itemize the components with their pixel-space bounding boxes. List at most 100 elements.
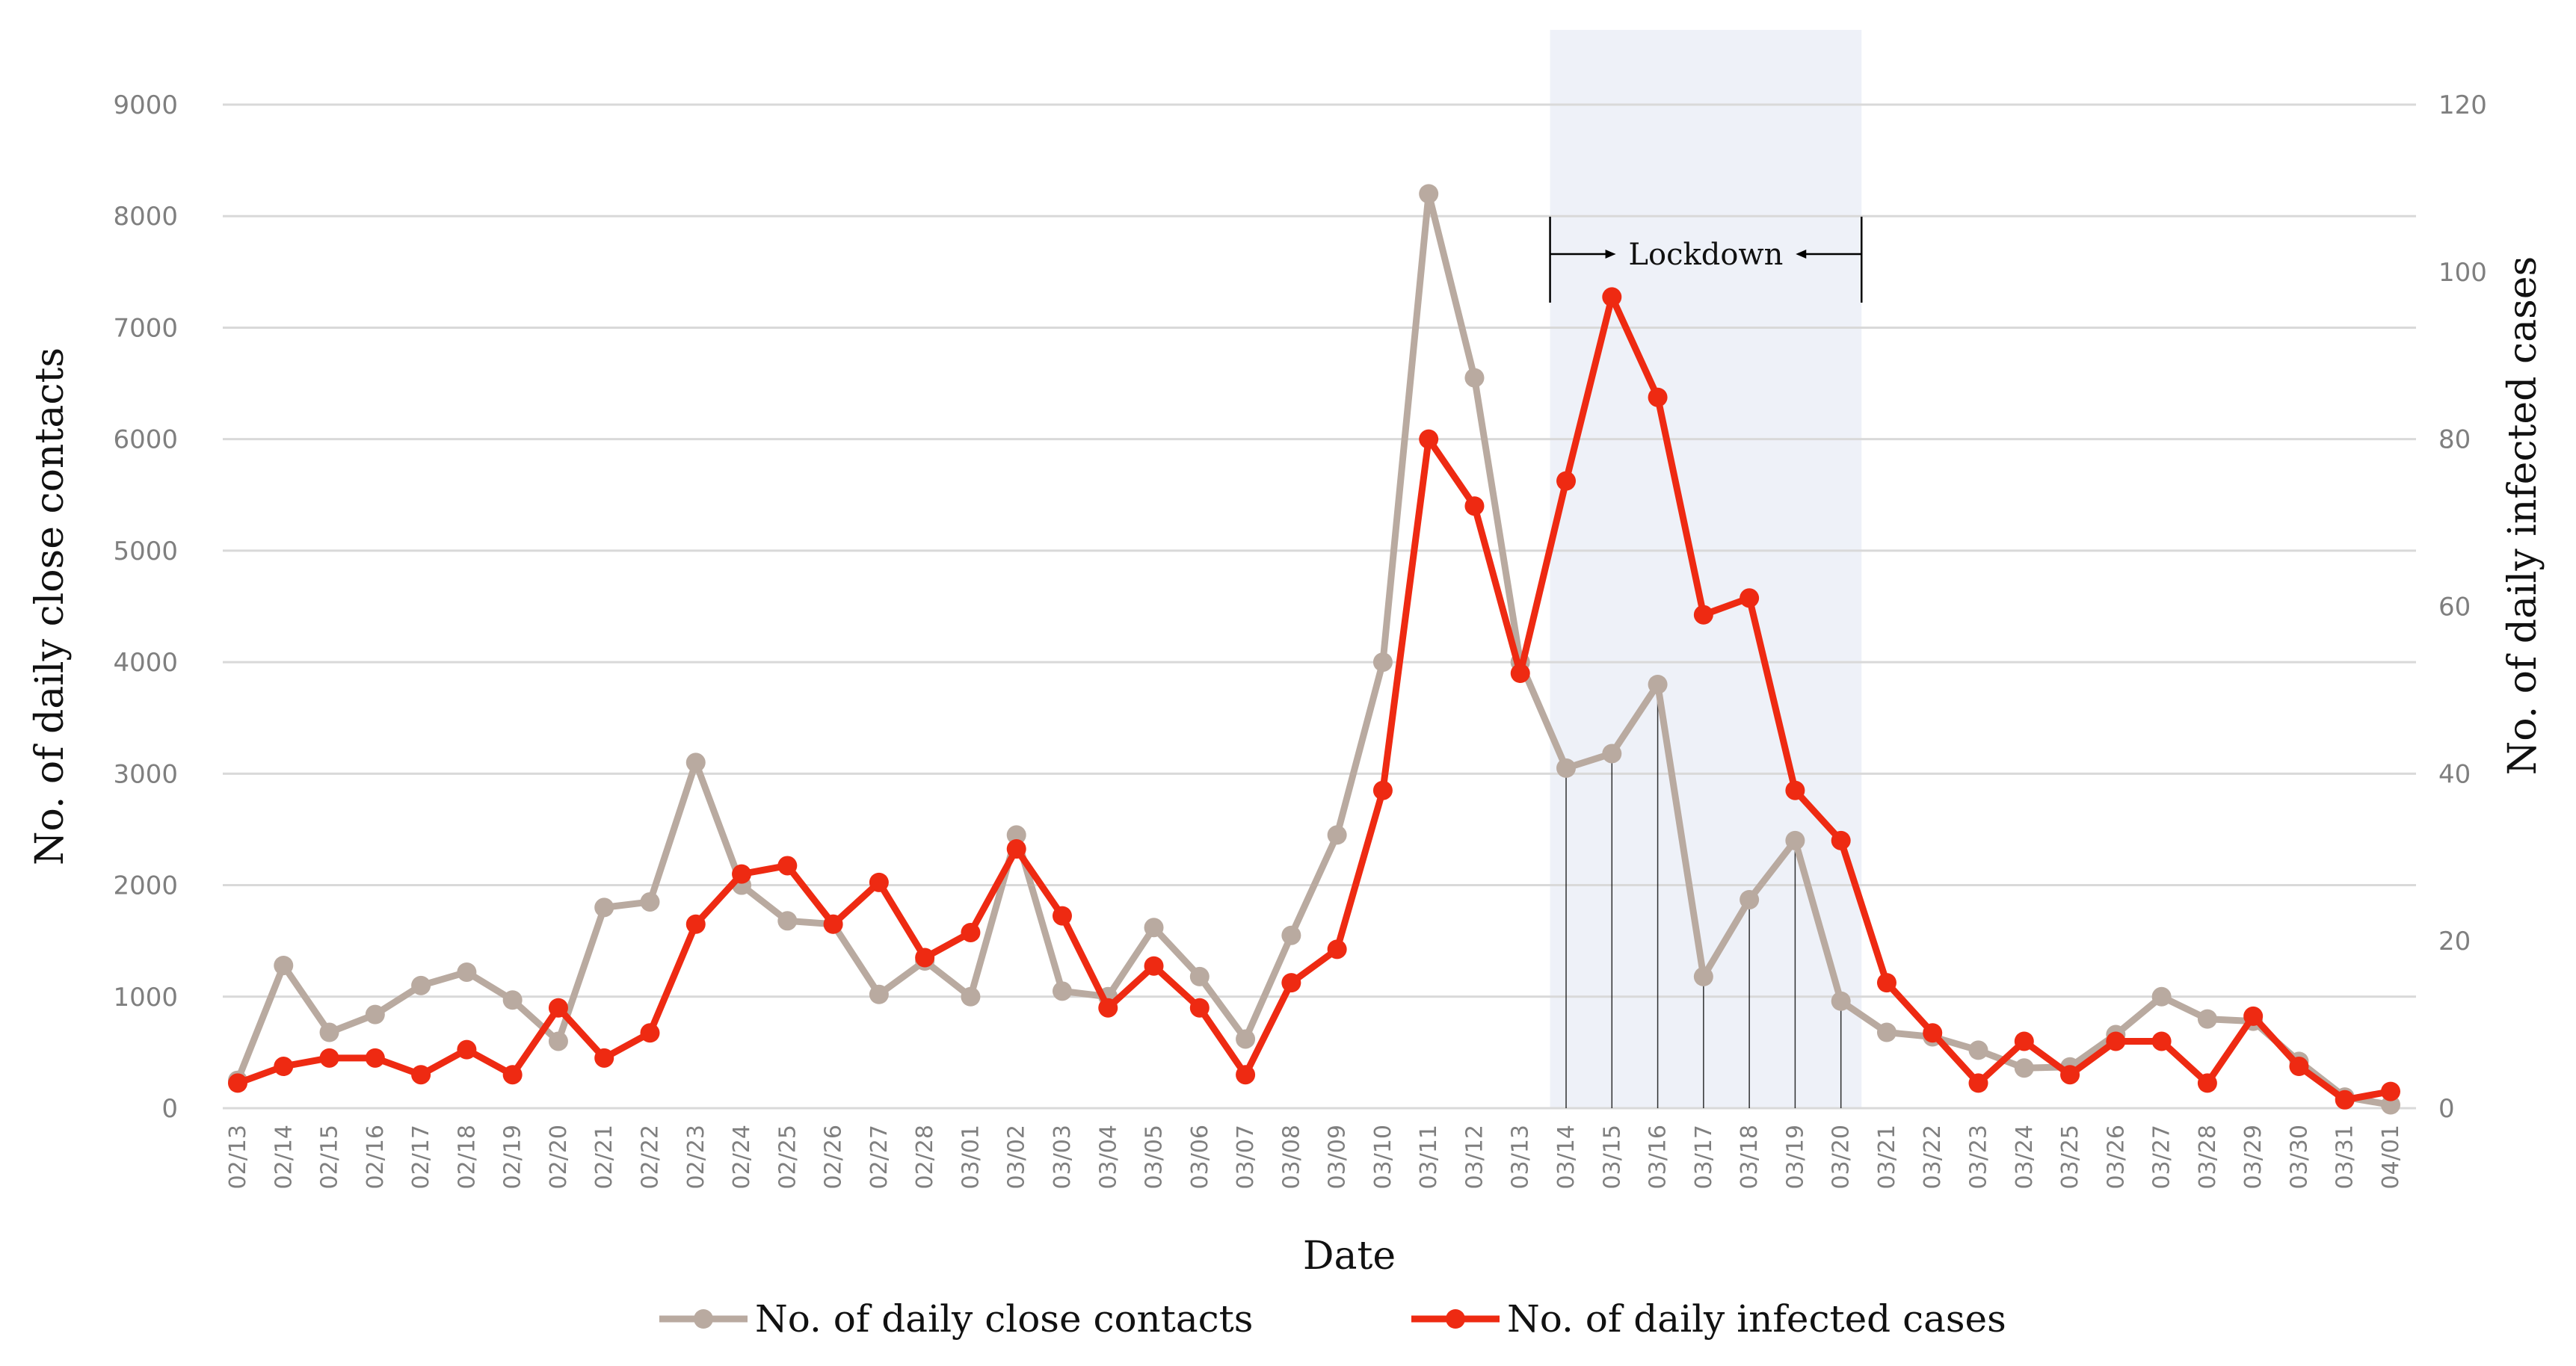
x-axis-title: Date: [1303, 1234, 1396, 1279]
x-tick-label: 03/05: [1141, 1125, 1168, 1189]
data-point-contacts: [320, 1023, 339, 1042]
x-tick-label: 03/09: [1325, 1125, 1351, 1189]
data-point-contacts: [1602, 744, 1621, 763]
y-axis-left-title: No. of daily close contacts: [28, 347, 73, 865]
data-point-contacts: [2198, 1010, 2217, 1029]
y-right-tick-label: 40: [2438, 759, 2471, 789]
data-point-infected: [1190, 998, 1210, 1018]
y-right-tick-label: 80: [2438, 425, 2471, 455]
x-tick-label: 03/22: [1920, 1125, 1946, 1189]
data-point-contacts: [503, 990, 523, 1010]
data-point-contacts: [594, 897, 614, 917]
data-point-infected: [686, 915, 706, 934]
x-tick-label: 03/20: [1828, 1125, 1855, 1189]
data-point-infected: [594, 1048, 614, 1068]
x-tick-label: 03/03: [1050, 1125, 1076, 1189]
x-tick-label: 03/11: [1416, 1125, 1442, 1189]
data-point-infected: [1877, 973, 1896, 992]
data-point-contacts: [1281, 926, 1301, 945]
lockdown-label: Lockdown: [1628, 238, 1783, 272]
y-axis-right-title: No. of daily infected cases: [2500, 256, 2545, 776]
data-point-contacts: [1969, 1040, 1988, 1060]
y-right-tick-label: 20: [2438, 927, 2471, 956]
data-point-infected: [961, 923, 980, 942]
data-point-infected: [1969, 1073, 1988, 1093]
data-point-contacts: [1328, 825, 1347, 844]
chart-container: Lockdown 0 1000 2000 3000 4000 5000 6000 7000 80…: [0, 0, 2576, 1362]
line-chart: Lockdown 0100020003000400050006000700080…: [0, 0, 2576, 1362]
data-point-contacts: [1831, 992, 1851, 1011]
x-tick-label: 02/16: [363, 1125, 389, 1189]
data-point-infected: [1328, 939, 1347, 959]
data-point-infected: [503, 1065, 523, 1084]
data-point-infected: [1602, 287, 1621, 306]
lockdown-band: [1550, 30, 1862, 1108]
right-axis-ticks: 0 20 40 60 80 100 120: [2438, 90, 2487, 1124]
x-tick-label: 02/20: [546, 1125, 572, 1189]
data-point-contacts: [1419, 184, 1438, 203]
x-tick-label: 03/04: [1095, 1125, 1121, 1189]
x-tick-label: 03/28: [2195, 1125, 2221, 1189]
data-point-infected: [777, 856, 797, 875]
y-right-tick-label: 60: [2438, 593, 2471, 622]
data-point-infected: [640, 1023, 659, 1042]
data-point-infected: [2152, 1031, 2172, 1051]
data-point-infected: [1144, 956, 1164, 976]
y-left-tick-label: 7000: [113, 313, 178, 343]
data-point-infected: [1281, 973, 1301, 992]
data-point-contacts: [411, 976, 431, 995]
data-point-contacts: [686, 752, 706, 772]
data-point-contacts: [1694, 967, 1713, 986]
y-left-tick-label: 9000: [113, 90, 178, 120]
x-tick-label: 02/24: [729, 1125, 755, 1189]
x-tick-label: 03/30: [2286, 1125, 2312, 1189]
x-tick-label: 02/18: [454, 1125, 480, 1189]
x-tick-label: 02/14: [271, 1125, 297, 1189]
data-point-contacts: [1785, 831, 1805, 850]
data-point-contacts: [777, 911, 797, 930]
x-tick-label: 03/10: [1370, 1125, 1396, 1189]
x-tick-label: 03/01: [958, 1125, 984, 1189]
x-tick-label: 02/21: [591, 1125, 617, 1189]
series-line-infected: [238, 297, 2391, 1099]
x-tick-label: 02/27: [866, 1125, 893, 1189]
x-tick-label: 03/31: [2332, 1125, 2358, 1189]
x-tick-label: 02/19: [500, 1125, 526, 1189]
data-point-infected: [2335, 1090, 2355, 1110]
data-point-contacts: [1740, 890, 1759, 909]
data-point-infected: [549, 998, 568, 1018]
data-point-infected: [1464, 496, 1484, 516]
data-point-infected: [824, 915, 843, 934]
data-point-contacts: [640, 892, 659, 912]
x-tick-label: 03/26: [2103, 1125, 2129, 1189]
data-point-infected: [1098, 998, 1118, 1018]
data-point-contacts: [1053, 981, 1072, 1001]
data-point-infected: [869, 873, 889, 892]
y-left-tick-label: 6000: [113, 425, 178, 455]
data-point-infected: [2243, 1007, 2263, 1026]
data-point-contacts: [274, 956, 293, 975]
x-tick-label: 03/12: [1461, 1125, 1488, 1189]
x-tick-label: 03/02: [1004, 1125, 1030, 1189]
data-point-contacts: [1190, 967, 1210, 986]
data-point-contacts: [869, 985, 889, 1004]
data-point-infected: [1053, 906, 1072, 926]
data-point-infected: [1648, 388, 1668, 407]
data-point-infected: [1740, 588, 1759, 608]
y-right-tick-label: 0: [2438, 1094, 2455, 1124]
y-left-tick-label: 5000: [113, 537, 178, 566]
x-tick-label: 02/23: [683, 1125, 709, 1189]
x-tick-label: 03/29: [2240, 1125, 2267, 1189]
y-left-tick-label: 3000: [113, 759, 178, 789]
x-axis-ticks: 02/13 02/14 02/15 02/16 02/17 02/18 02/19 02/20…: [225, 1125, 2404, 1189]
data-point-contacts: [1464, 368, 1484, 388]
x-tick-label: 02/17: [408, 1125, 434, 1189]
x-tick-label: 02/26: [821, 1125, 847, 1189]
x-tick-label: 03/25: [2057, 1125, 2083, 1189]
x-tick-label: 02/22: [637, 1125, 663, 1189]
x-tick-label: 02/25: [774, 1125, 801, 1189]
x-tick-label: 03/23: [1966, 1125, 1992, 1189]
data-point-contacts: [1236, 1029, 1255, 1048]
legend-marker-infected: [1446, 1309, 1465, 1329]
y-right-tick-label: 100: [2438, 258, 2487, 288]
